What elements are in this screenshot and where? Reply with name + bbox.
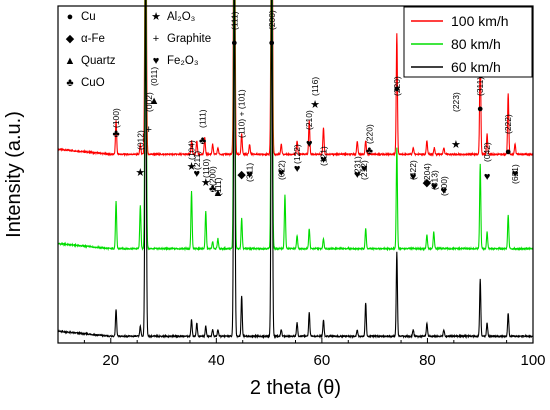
peak-phase-symbol: ● <box>231 37 238 49</box>
peak-index-label: (211) <box>192 151 202 170</box>
phase-key-symbol: ◆ <box>66 33 75 45</box>
peak-index-label: (100) <box>111 108 121 128</box>
x-tick-label: 80 <box>419 352 436 369</box>
peak-index-label: (042) <box>482 142 492 162</box>
peak-index-label: (212) <box>359 160 369 180</box>
peak-phase-symbol: ◆ <box>423 177 432 189</box>
tick-layer: 20 40 60 80 100 <box>83 338 546 369</box>
peak-phase-symbol: ★ <box>201 177 211 189</box>
peak-index-label: (220) <box>392 76 402 96</box>
x-axis-title: 2 theta (θ) <box>250 377 341 399</box>
series-line <box>57 0 534 158</box>
peak-index-label: (311) <box>475 77 485 96</box>
peak-index-label: (223) <box>451 92 461 112</box>
peak-index-label: (400) <box>439 176 449 196</box>
y-axis-title: Intensity (a.u.) <box>3 111 25 238</box>
peak-phase-symbol: ♥ <box>410 171 417 183</box>
peak-phase-symbol: ♥ <box>194 168 201 180</box>
phase-key-symbol: ★ <box>151 11 161 23</box>
legend-label: 80 km/h <box>451 36 501 52</box>
phase-key-label: Graphite <box>167 33 211 45</box>
peak-phase-symbol: ♣ <box>199 135 206 147</box>
peak-index-label: (204) <box>422 163 432 183</box>
peak-phase-symbol: ♥ <box>294 163 301 175</box>
peak-phase-symbol: ♥ <box>512 168 519 180</box>
peak-phase-symbol: ♥ <box>431 181 438 193</box>
peak-index-label: (022) <box>276 160 286 180</box>
peak-phase-symbol: ◆ <box>237 169 246 181</box>
peak-phase-symbol: ▲ <box>212 187 223 199</box>
peak-index-label: (104) <box>187 140 197 160</box>
peak-index-label: (111) <box>229 11 239 30</box>
peak-index-label: (116) <box>310 77 320 96</box>
peak-index-label: (422) <box>408 160 418 180</box>
series-line <box>57 0 534 252</box>
peak-phase-symbol: ● <box>505 146 512 158</box>
peak-index-label: (210) <box>304 110 314 130</box>
phase-key-symbol: ● <box>67 11 74 23</box>
peak-phase-symbol: ♣ <box>112 128 119 140</box>
legend-label: 100 km/h <box>451 13 509 29</box>
peak-index-label: (200) <box>208 166 218 186</box>
phase-key-symbol: ▲ <box>65 55 76 67</box>
peak-phase-symbol: ● <box>394 83 401 95</box>
phase-key-label: Al₂O₃ <box>167 11 196 23</box>
peak-phase-symbol: ♣ <box>209 183 216 195</box>
peak-index-label: (311) <box>245 163 255 182</box>
x-tick-label: 100 <box>520 352 545 369</box>
phase-key-label: Quartz <box>81 55 116 67</box>
phase-key-symbol: ♣ <box>66 77 73 89</box>
peak-phase-symbol: ★ <box>310 99 320 111</box>
peak-phase-symbol: ♥ <box>484 171 491 183</box>
peak-phase-symbol: ★ <box>451 139 461 151</box>
series-layer <box>57 0 534 340</box>
peak-phase-symbol: ♣ <box>366 145 373 157</box>
peak-phase-symbol: + <box>146 124 152 136</box>
phase-key-label: CuO <box>81 77 105 89</box>
peak-index-label: (110) + (101) <box>237 89 247 138</box>
x-tick-label: 40 <box>208 352 225 369</box>
peak-phase-symbol: ★ <box>187 161 197 173</box>
peak-phase-symbol: ♥ <box>246 169 253 181</box>
peak-phase-symbol: ♥ <box>354 169 361 181</box>
peak-phase-symbol: ★ <box>135 167 145 179</box>
legend-label: 60 km/h <box>451 59 501 75</box>
peak-phase-symbol: ♥ <box>306 138 313 150</box>
phase-key-label: α-Fe <box>81 33 105 45</box>
legend-box <box>403 6 533 78</box>
peak-phase-symbol: ▲ <box>149 95 160 107</box>
peak-index-label: (122) <box>292 144 302 164</box>
phase-key: ● Cu ◆ α-Fe ▲ Quartz ♣ CuO ★ Al₂O₃ + Graphite ♥ Fe₂O₃ <box>65 11 212 89</box>
peak-index-label: (012) <box>135 130 145 150</box>
peak-index-label: (121) <box>318 146 328 166</box>
peak-phase-symbol: ● <box>477 103 484 115</box>
phase-key-symbol: + <box>153 33 159 45</box>
phase-key-label: Fe₂O₃ <box>167 55 199 67</box>
peak-phase-symbol: ● <box>268 37 275 49</box>
peak-phase-symbol: ♥ <box>361 163 368 175</box>
phase-key-symbol: ♥ <box>153 55 160 67</box>
peak-index-label: (220) <box>364 124 374 144</box>
peak-index-label: (110) <box>201 159 211 178</box>
peak-phase-symbol: ♥ <box>278 167 285 179</box>
phase-key-label: Cu <box>81 11 96 23</box>
peak-phase-symbol: ♥ <box>441 185 448 197</box>
x-tick-label: 60 <box>314 352 331 369</box>
x-tick-label: 20 <box>102 352 119 369</box>
peak-index-label: (621) <box>510 164 520 184</box>
annotation-layer: (100)♣ (012)★(002)+(011)▲(104)★(111)♣(211… <box>111 10 520 199</box>
peak-index-label: (231) <box>352 156 362 176</box>
peak-index-label: (011) <box>149 67 159 86</box>
peak-index-label: (111) <box>198 109 208 128</box>
peak-phase-symbol: ♥ <box>320 154 327 166</box>
legend: 100 km/h 80 km/h 60 km/h <box>403 6 533 78</box>
peak-index-label: (111) <box>213 177 223 196</box>
peak-index-label: (222) <box>503 114 513 134</box>
peak-index-label: (200) <box>267 10 277 30</box>
peak-index-label: (002) <box>144 92 154 112</box>
peak-index-label: (313) <box>429 170 439 190</box>
series-line <box>57 0 534 340</box>
